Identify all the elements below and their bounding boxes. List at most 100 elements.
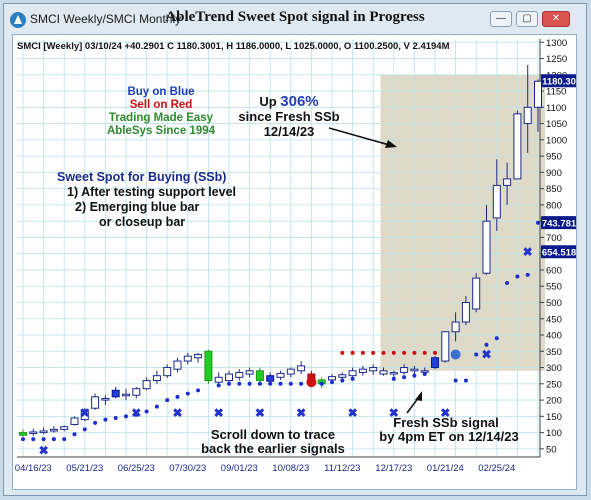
support-dot bbox=[103, 417, 108, 422]
y-tick-label: 800 bbox=[546, 200, 562, 211]
candle bbox=[19, 429, 27, 437]
y-tick-label: 50 bbox=[546, 444, 557, 455]
price-chart[interactable]: 5010015020025030035040045050055060065070… bbox=[13, 35, 577, 489]
candle-body bbox=[142, 380, 151, 390]
support-dot bbox=[319, 381, 324, 386]
title-bar[interactable]: SMCI Weekly/SMCI Monthly AbleTrend Sweet… bbox=[4, 4, 586, 34]
chart-title: AbleTrend Sweet Spot signal in Progress bbox=[165, 9, 425, 25]
candle-body bbox=[503, 178, 512, 186]
support-dot bbox=[72, 432, 77, 437]
candle-body bbox=[513, 113, 522, 180]
support-dot bbox=[525, 272, 530, 277]
x-tick-label: 02/25/24 bbox=[478, 463, 515, 474]
sweet-spot-line1: 1) After testing support level bbox=[67, 185, 236, 199]
support-dot bbox=[288, 381, 293, 386]
candle bbox=[183, 352, 192, 365]
signal-dot bbox=[450, 349, 461, 360]
y-tick-label: 1050 bbox=[546, 119, 567, 130]
x-tick-label: 06/25/23 bbox=[118, 463, 155, 474]
up-note-line2: since Fresh SSb bbox=[238, 109, 339, 124]
support-dot bbox=[41, 437, 46, 442]
restore-icon[interactable]: ▢ bbox=[516, 11, 538, 27]
y-tick-label: 550 bbox=[546, 282, 562, 293]
candle bbox=[101, 395, 110, 405]
candle bbox=[152, 370, 161, 384]
candle bbox=[80, 408, 89, 422]
x-axis: 04/16/23 05/21/23 06/25/23 07/30/23 09/01/23… bbox=[15, 463, 515, 474]
chart-grid bbox=[17, 39, 541, 458]
candle bbox=[276, 370, 285, 380]
candle-body bbox=[441, 331, 450, 362]
candle bbox=[60, 425, 69, 432]
x-mark: ✖ bbox=[348, 406, 358, 420]
support-dot bbox=[463, 378, 468, 383]
candle bbox=[111, 387, 120, 399]
x-tick-label: 07/30/23 bbox=[169, 463, 206, 474]
candle-body bbox=[523, 106, 532, 125]
candle-body bbox=[49, 428, 58, 432]
candle-body bbox=[410, 368, 419, 372]
chart-area[interactable]: 5010015020025030035040045050055060065070… bbox=[12, 34, 577, 490]
x-tick-label: 04/16/23 bbox=[15, 463, 52, 474]
support-dot bbox=[227, 381, 231, 386]
candle bbox=[49, 426, 58, 433]
candle bbox=[441, 331, 450, 363]
candle-body bbox=[431, 357, 439, 369]
price-tag-box bbox=[541, 74, 577, 88]
scroll-note-line1: Scroll down to trace bbox=[211, 427, 335, 442]
candle-body bbox=[328, 376, 336, 381]
support-dot bbox=[124, 414, 128, 419]
y-tick-label: 1300 bbox=[546, 38, 567, 49]
candle-body bbox=[472, 277, 481, 310]
y-tick-label: 850 bbox=[546, 184, 562, 195]
candle bbox=[235, 369, 244, 381]
close-icon[interactable]: ✕ bbox=[542, 11, 570, 27]
y-tick-label: 200 bbox=[546, 396, 562, 407]
support-dot bbox=[412, 373, 417, 378]
support-dot bbox=[330, 380, 334, 385]
minimize-icon[interactable]: — bbox=[490, 11, 512, 27]
support-dot bbox=[154, 404, 159, 409]
candle-body bbox=[255, 370, 264, 382]
fresh-note-arrowhead bbox=[415, 391, 422, 401]
candle-body bbox=[19, 432, 27, 436]
price-tag: 654.518 bbox=[541, 245, 577, 259]
price-tag-box bbox=[541, 216, 577, 230]
x-tick-label: 10/08/23 bbox=[272, 463, 309, 474]
candle-body bbox=[348, 370, 357, 377]
y-tick-label: 100 bbox=[546, 428, 562, 439]
candle-body bbox=[101, 397, 110, 401]
x-mark: ✖ bbox=[80, 406, 90, 420]
x-mark: ✖ bbox=[523, 245, 533, 259]
support-dot bbox=[536, 220, 540, 225]
support-dot bbox=[474, 352, 479, 357]
candle-body bbox=[173, 360, 182, 370]
x-mark: ✖ bbox=[214, 406, 224, 420]
candle bbox=[513, 110, 522, 180]
y-tick-label: 250 bbox=[546, 379, 562, 390]
candle bbox=[255, 367, 264, 383]
y-tick-label: 700 bbox=[546, 233, 562, 244]
support-dot bbox=[391, 376, 396, 381]
support-dot bbox=[515, 274, 520, 279]
resistance-dot bbox=[433, 350, 437, 355]
candle bbox=[142, 377, 151, 391]
candle bbox=[225, 370, 233, 384]
x-mark: ✖ bbox=[389, 406, 399, 420]
candle-body bbox=[60, 426, 69, 430]
candle bbox=[70, 416, 79, 426]
x-tick-label: 01/21/24 bbox=[427, 463, 464, 474]
candle-body bbox=[297, 365, 306, 372]
support-dot bbox=[113, 415, 118, 420]
sweet-spot-line3: or closeup bar bbox=[99, 215, 185, 229]
x-mark: ✖ bbox=[296, 406, 306, 420]
app-window: SMCI Weekly/SMCI Monthly AbleTrend Sweet… bbox=[3, 3, 587, 496]
legend-buy: Buy on Blue bbox=[127, 86, 194, 98]
support-dot bbox=[278, 381, 283, 386]
candle bbox=[132, 387, 141, 399]
x-mark: ✖ bbox=[440, 406, 450, 420]
support-dot bbox=[237, 381, 242, 386]
candle bbox=[204, 349, 213, 384]
resistance-dot bbox=[402, 350, 407, 355]
y-tick-label: 1000 bbox=[546, 135, 567, 146]
